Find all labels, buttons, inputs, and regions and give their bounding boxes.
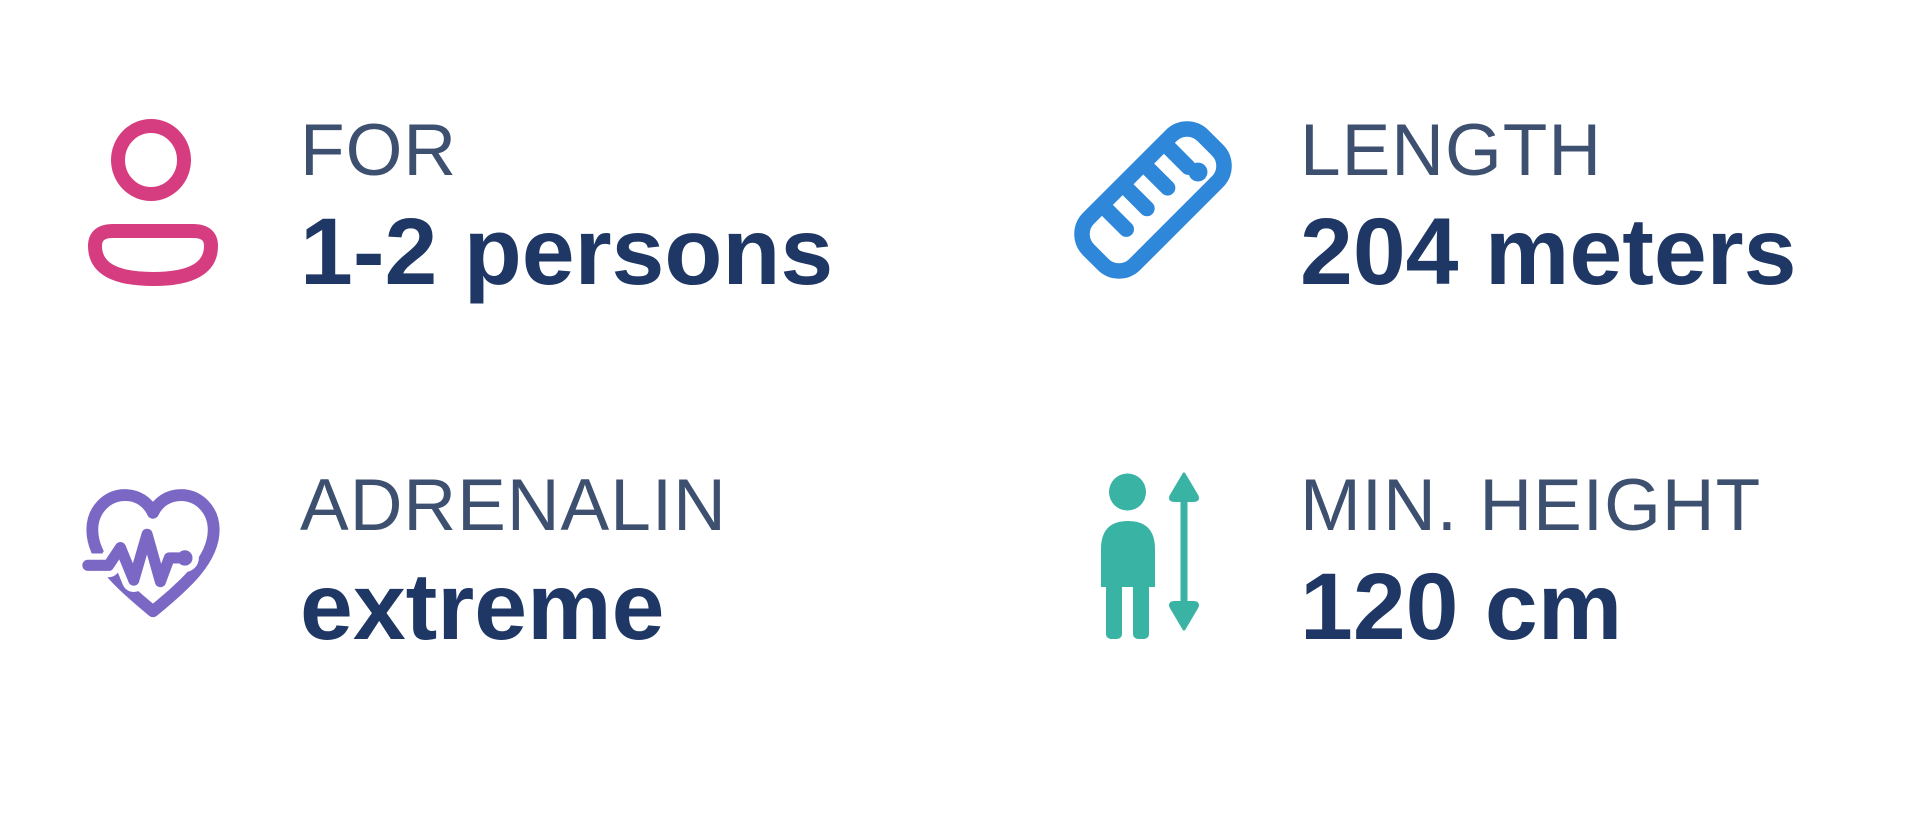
spec-item-capacity: FOR 1-2 persons	[60, 105, 1060, 300]
spec-text-adrenalin: ADRENALIN extreme	[300, 455, 727, 655]
specs-grid: FOR 1-2 persons LENGTH	[60, 105, 1920, 655]
spec-label: LENGTH	[1300, 110, 1603, 191]
spec-value: 204 meters	[1300, 199, 1797, 305]
person-icon	[60, 105, 245, 295]
spec-value: extreme	[300, 554, 665, 660]
heartbeat-icon	[60, 460, 245, 650]
spec-item-adrenalin: ADRENALIN extreme	[60, 460, 1060, 655]
spec-item-min-height: MIN. HEIGHT 120 cm	[1060, 460, 1920, 655]
spec-text-min-height: MIN. HEIGHT 120 cm	[1300, 455, 1761, 655]
ruler-icon	[1060, 105, 1245, 295]
spec-text-length: LENGTH 204 meters	[1300, 100, 1796, 300]
spec-value: 120 cm	[1300, 554, 1623, 660]
spec-value: 1-2 persons	[300, 199, 834, 305]
spec-label: MIN. HEIGHT	[1300, 465, 1762, 546]
person-height-icon	[1060, 460, 1245, 650]
spec-text-capacity: FOR 1-2 persons	[300, 100, 833, 300]
spec-label: FOR	[300, 110, 458, 191]
spec-item-length: LENGTH 204 meters	[1060, 105, 1920, 300]
spec-label: ADRENALIN	[300, 465, 727, 546]
